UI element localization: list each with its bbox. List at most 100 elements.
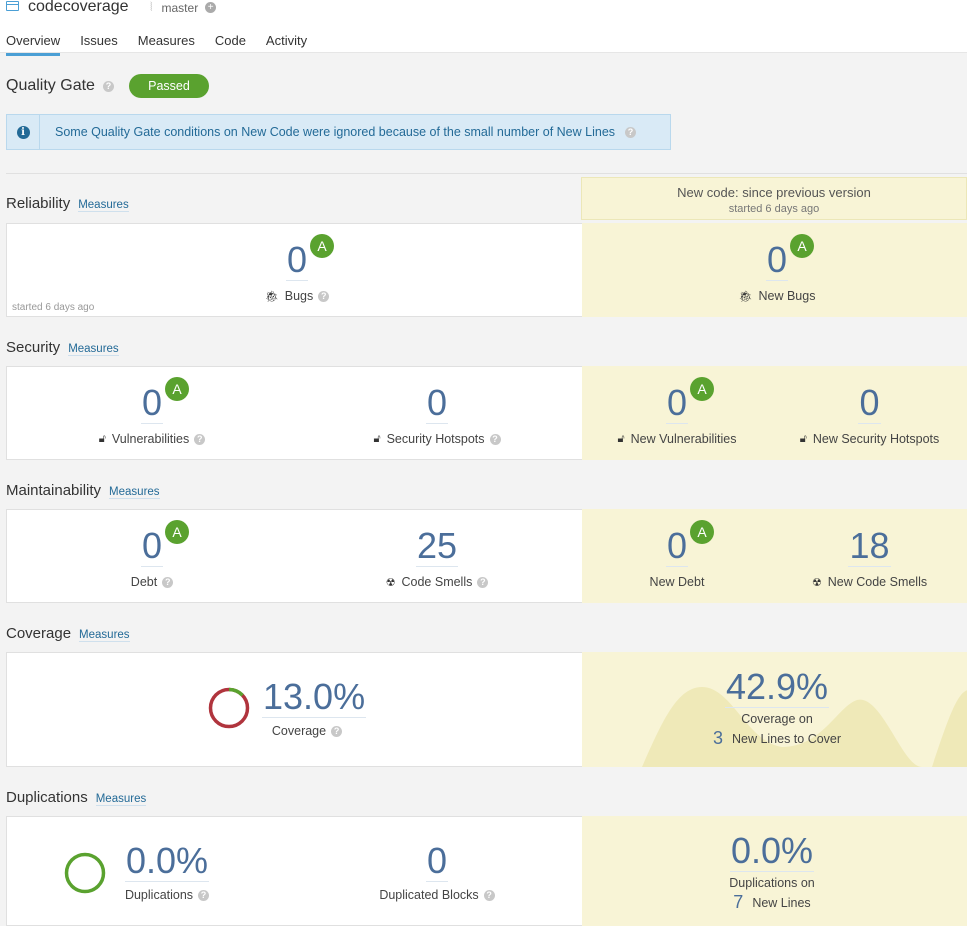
quality-gate-status-badge: Passed	[129, 74, 209, 98]
tab-measures[interactable]: Measures	[137, 33, 195, 48]
new-duplications-value[interactable]: 0.0%	[729, 830, 815, 872]
debt-value[interactable]: 0	[140, 525, 164, 567]
branch-selector[interactable]: ⦚ master +	[150, 0, 217, 15]
new-code-area	[582, 366, 967, 460]
help-icon[interactable]: ?	[102, 80, 114, 92]
duplications-measures-link[interactable]: Measures	[95, 793, 147, 806]
duplications-donut	[64, 852, 106, 894]
help-icon[interactable]: ?	[625, 126, 637, 138]
started-text: started 6 days ago	[12, 302, 95, 313]
project-title[interactable]: codecoverage	[6, 0, 129, 16]
new-vulnerabilities-value[interactable]: 0	[665, 382, 689, 424]
maintainability-heading: Maintainability Measures	[6, 482, 160, 499]
bugs-label: Bugs	[284, 289, 314, 303]
bug-icon: 🐞︎	[738, 290, 753, 303]
help-icon[interactable]: ?	[198, 889, 210, 901]
new-bugs-grade: A	[789, 234, 814, 258]
vulnerabilities-value[interactable]: 0	[140, 382, 164, 424]
tab-overview[interactable]: Overview	[6, 33, 61, 56]
coverage-heading: Coverage Measures	[6, 625, 130, 642]
duplications-measure[interactable]: 0.0% Duplications?	[117, 841, 217, 902]
code-smells-value[interactable]: 25	[415, 525, 459, 567]
new-security-hotspots-measure[interactable]: 0 🔓︎ New Security Hotspots	[787, 382, 952, 447]
coverage-covered-arc	[208, 687, 250, 729]
new-lines-to-cover-value[interactable]: 3	[712, 728, 723, 748]
new-security-hotspots-label: New Security Hotspots	[812, 432, 940, 446]
lock-icon: 🔓︎	[373, 432, 381, 445]
radiation-icon: ☢	[811, 576, 822, 589]
help-icon[interactable]: ?	[483, 889, 495, 901]
new-duplications-label: Duplications on	[729, 876, 815, 890]
new-duplications-measure[interactable]: 0.0% Duplications on 7 New Lines	[707, 831, 837, 913]
help-icon[interactable]: ?	[318, 290, 330, 302]
help-icon[interactable]: ?	[194, 433, 206, 445]
security-hotspots-measure[interactable]: 0 🔓︎ Security Hotspots?	[357, 383, 517, 446]
bugs-value[interactable]: 0	[285, 239, 309, 281]
debt-label: Debt	[130, 575, 158, 589]
reliability-measures-link[interactable]: Measures	[78, 199, 129, 212]
new-code-area	[582, 223, 967, 317]
new-lines-value[interactable]: 7	[733, 892, 744, 912]
new-coverage-value[interactable]: 42.9%	[724, 666, 830, 708]
new-code-smells-measure[interactable]: 18 ☢ New Code Smells	[797, 525, 942, 590]
quality-gate-notice: i Some Quality Gate conditions on New Co…	[6, 114, 671, 150]
help-icon[interactable]: ?	[331, 725, 343, 737]
duplicated-blocks-value[interactable]: 0	[425, 840, 449, 882]
new-lines-label: New Lines	[752, 895, 811, 910]
project-icon	[6, 1, 19, 11]
quality-gate-title: Quality Gate?	[6, 77, 114, 95]
new-lines-to-cover-label: New Lines to Cover	[731, 731, 842, 746]
coverage-panel: 13.0% Coverage? 42.9% Coverage on 3 New L…	[6, 652, 967, 767]
bug-icon: 🐞︎	[264, 290, 279, 303]
new-code-smells-value[interactable]: 18	[848, 525, 891, 567]
project-header: codecoverage ⦚ master + Overview Issues Me…	[0, 0, 967, 56]
coverage-wave-background	[642, 687, 967, 767]
duplications-panel: 0.0% Duplications? 0 Duplicated Blocks? …	[6, 816, 967, 926]
security-measures-link[interactable]: Measures	[68, 343, 119, 356]
new-coverage-label: Coverage on	[741, 712, 813, 726]
branch-name[interactable]: master	[161, 0, 199, 15]
code-smells-label: Code Smells	[401, 575, 473, 589]
help-icon[interactable]: ?	[477, 576, 489, 588]
duplications-label: Duplications	[124, 888, 194, 902]
new-security-hotspots-value[interactable]: 0	[858, 382, 881, 424]
vulnerabilities-label: Vulnerabilities	[111, 432, 190, 446]
coverage-value[interactable]: 13.0%	[262, 676, 367, 718]
security-hotspots-value[interactable]: 0	[425, 382, 449, 424]
tab-issues[interactable]: Issues	[80, 33, 118, 48]
new-debt-value[interactable]: 0	[665, 525, 689, 567]
security-hotspots-label: Security Hotspots	[386, 432, 485, 446]
new-bugs-value[interactable]: 0	[765, 239, 789, 281]
help-icon[interactable]: ?	[489, 433, 501, 445]
add-branch-icon[interactable]: +	[205, 2, 217, 13]
new-code-smells-label: New Code Smells	[827, 575, 928, 589]
tab-code[interactable]: Code	[214, 33, 246, 48]
duplicated-blocks-measure[interactable]: 0 Duplicated Blocks?	[367, 841, 507, 902]
tab-activity[interactable]: Activity	[265, 33, 308, 48]
coverage-measures-link[interactable]: Measures	[79, 629, 130, 642]
radiation-icon: ☢	[385, 576, 396, 589]
coverage-measure[interactable]: 13.0% Coverage?	[262, 677, 367, 738]
duplications-value[interactable]: 0.0%	[124, 840, 210, 882]
new-vulnerabilities-label: New Vulnerabilities	[630, 432, 737, 446]
new-code-title: New code: since previous version	[677, 185, 871, 200]
maintainability-measures-link[interactable]: Measures	[109, 486, 160, 499]
help-icon[interactable]: ?	[162, 576, 174, 588]
nav-tabs: Overview Issues Measures Code Activity	[6, 33, 327, 56]
new-code-header: New code: since previous version started…	[581, 177, 967, 220]
quality-gate-label: Quality Gate	[6, 77, 95, 94]
new-coverage-measure[interactable]: 42.9% Coverage on 3 New Lines to Cover	[702, 667, 852, 749]
new-debt-label: New Debt	[649, 575, 705, 589]
project-name[interactable]: codecoverage	[28, 0, 129, 15]
notice-text: Some Quality Gate conditions on New Code…	[55, 125, 616, 139]
code-smells-measure[interactable]: 25 ☢ Code Smells?	[367, 526, 507, 589]
